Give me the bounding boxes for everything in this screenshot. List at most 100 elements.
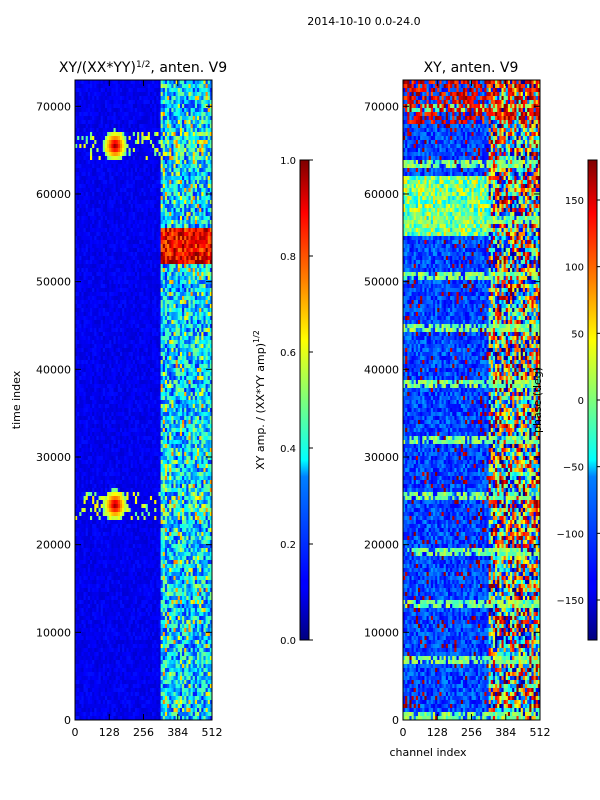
heatmap-cell (201, 336, 204, 341)
heatmap-cell (83, 84, 87, 89)
heatmap-cell (164, 184, 168, 189)
heatmap-cell (152, 220, 155, 225)
heatmap-cell (92, 296, 95, 301)
heatmap-cell (154, 132, 157, 137)
heatmap-cell (164, 112, 168, 117)
heatmap-cell (179, 228, 183, 233)
heatmap-cell (83, 124, 87, 129)
heatmap-cell (111, 84, 114, 89)
heatmap-cell (89, 164, 93, 169)
heatmap-cell (169, 292, 172, 297)
heatmap-cell (122, 164, 125, 169)
heatmap-cell (107, 192, 110, 197)
heatmap-cell (96, 280, 99, 285)
heatmap-cell (92, 144, 95, 149)
heatmap-cell (130, 140, 134, 145)
heatmap-cell (115, 120, 119, 125)
heatmap-cell (137, 192, 140, 197)
heatmap-cell (134, 100, 138, 105)
heatmap-cell (209, 128, 212, 133)
heatmap-cell (79, 256, 82, 261)
heatmap-cell (107, 316, 110, 321)
heatmap-cell (126, 232, 129, 237)
heatmap-cell (96, 328, 99, 333)
heatmap-cell (164, 320, 168, 325)
heatmap-cell (132, 144, 136, 149)
heatmap-cell (139, 240, 142, 245)
heatmap-cell (175, 184, 179, 189)
heatmap-cell (160, 332, 164, 337)
heatmap-cell (145, 212, 149, 217)
heatmap-cell (209, 160, 212, 165)
heatmap-cell (162, 156, 166, 161)
heatmap-cell (205, 176, 209, 181)
heatmap-cell (147, 228, 151, 233)
heatmap-cell (162, 272, 166, 277)
heatmap-cell (143, 244, 147, 249)
heatmap-cell (87, 104, 91, 109)
heatmap-cell (115, 104, 119, 109)
heatmap-cell (188, 304, 191, 309)
heatmap-cell (107, 240, 110, 245)
heatmap-cell (89, 216, 93, 221)
heatmap-cell (207, 332, 211, 337)
heatmap-cell (113, 256, 117, 261)
heatmap-cell (94, 116, 97, 121)
heatmap-cell (122, 336, 125, 341)
heatmap-cell (143, 280, 147, 285)
heatmap-cell (102, 148, 106, 153)
heatmap-cell (145, 288, 149, 293)
heatmap-cell (164, 240, 168, 245)
heatmap-cell (81, 272, 84, 277)
heatmap-cell (177, 88, 181, 93)
heatmap-cell (179, 276, 183, 281)
heatmap-cell (167, 232, 170, 237)
heatmap-cell (115, 156, 119, 161)
heatmap-cell (171, 84, 174, 89)
heatmap-cell (192, 176, 196, 181)
heatmap-cell (143, 80, 147, 85)
heatmap-cell (192, 84, 196, 89)
heatmap-cell (122, 196, 125, 201)
heatmap-cell (169, 112, 172, 117)
heatmap-cell (109, 240, 112, 245)
heatmap-cell (119, 152, 123, 157)
heatmap-cell (197, 328, 200, 333)
heatmap-cell (128, 208, 132, 213)
heatmap-cell (137, 92, 140, 97)
heatmap-cell (169, 164, 172, 169)
heatmap-cell (139, 228, 142, 233)
heatmap-cell (75, 148, 78, 153)
heatmap-cell (117, 104, 121, 109)
heatmap-cell (197, 192, 200, 197)
heatmap-cell (179, 152, 183, 157)
heatmap-cell (96, 212, 99, 217)
heatmap-cell (94, 232, 97, 237)
heatmap-cell (194, 84, 198, 89)
heatmap-cell (201, 272, 204, 277)
heatmap-cell (100, 132, 104, 137)
heatmap-cell (83, 204, 87, 209)
heatmap-cell (177, 168, 181, 173)
heatmap-cell (167, 336, 170, 341)
heatmap-cell (92, 152, 95, 157)
heatmap-cell (175, 280, 179, 285)
heatmap-cell (117, 328, 121, 333)
heatmap-cell (203, 144, 206, 149)
heatmap-cell (188, 336, 191, 341)
heatmap-cell (156, 244, 159, 249)
heatmap-cell (162, 120, 166, 125)
heatmap-cell (115, 264, 119, 269)
heatmap-cell (100, 156, 104, 161)
heatmap-cell (137, 108, 140, 113)
heatmap-cell (130, 300, 134, 305)
heatmap-cell (167, 132, 170, 137)
heatmap-cell (98, 292, 102, 297)
heatmap-cell (83, 248, 87, 253)
heatmap-cell (205, 204, 209, 209)
heatmap-cell (77, 144, 80, 149)
heatmap-cell (209, 320, 212, 325)
heatmap-cell (96, 284, 99, 289)
heatmap-cell (164, 212, 168, 217)
heatmap-cell (158, 308, 162, 313)
